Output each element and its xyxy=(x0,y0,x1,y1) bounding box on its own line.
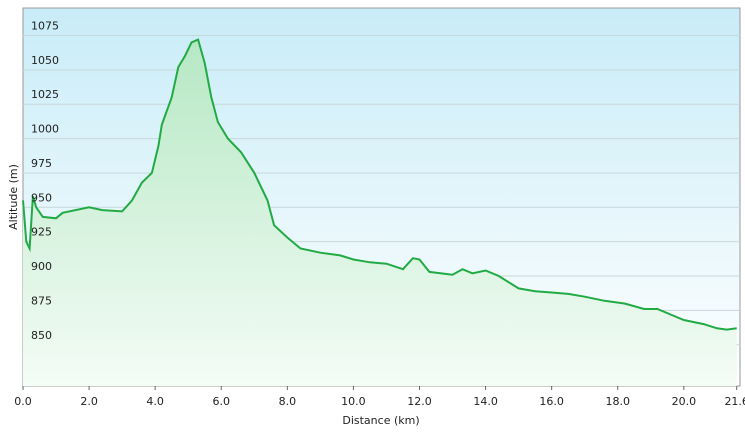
line xyxy=(22,38,737,331)
x-axis-label: Distance (km) xyxy=(342,414,419,427)
x-tick-label: 4.0 xyxy=(146,395,164,408)
x-tick-label: 6.0 xyxy=(212,395,230,408)
y-tick-label: 1050 xyxy=(31,54,59,67)
y-tick-label: 900 xyxy=(31,260,52,273)
x-tick-label: 20.0 xyxy=(672,395,697,408)
x-tick-label: 14.0 xyxy=(473,395,498,408)
x-tick-label: 12.0 xyxy=(407,395,432,408)
y-axis-label: Altitude (m) xyxy=(7,164,20,230)
x-tick-label: 0.0 xyxy=(14,395,32,408)
x-tick-label: 2.0 xyxy=(80,395,98,408)
x-tick-label: 10.0 xyxy=(341,395,366,408)
y-tick-label: 950 xyxy=(31,191,52,204)
x-tick-label: 16.0 xyxy=(539,395,564,408)
y-tick-label: 850 xyxy=(31,329,52,342)
y-tick-label: 1000 xyxy=(31,123,59,136)
x-tick-label: 18.0 xyxy=(605,395,630,408)
x-tick-label: 21.6 xyxy=(724,395,745,408)
y-tick-label: 1075 xyxy=(31,19,59,32)
y-tick-label: 975 xyxy=(31,157,52,170)
x-tick-label: 8.0 xyxy=(279,395,297,408)
y-tick-label: 925 xyxy=(31,226,52,239)
y-tick-label: 875 xyxy=(31,294,52,307)
y-tick-label: 1025 xyxy=(31,88,59,101)
area xyxy=(23,39,737,386)
